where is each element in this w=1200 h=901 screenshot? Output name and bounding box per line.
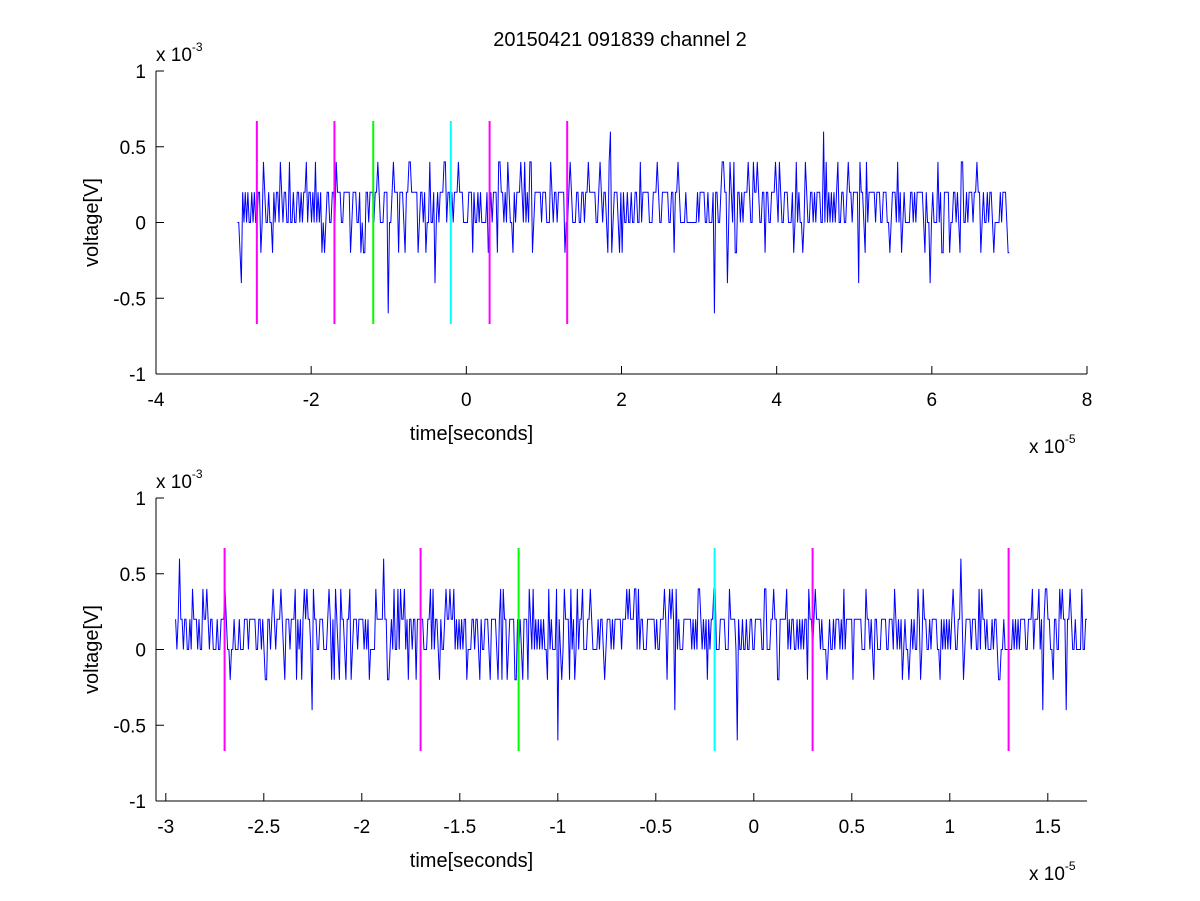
y-tick-label: 0.5 (120, 138, 146, 159)
x-tick-label: 0 (461, 390, 472, 411)
y-axis-label: voltage[V] (81, 605, 103, 694)
plots-container: -4 -2 0 2 4 6 8 -1 -0.5 0 0.5 1 time[seconds] voltage… (81, 40, 1092, 885)
y-tick-label: 0.5 (120, 565, 146, 586)
x-tick-label: 6 (927, 390, 938, 411)
x-multiplier-base: x 10 (1029, 437, 1065, 458)
x-tick-label: 1 (945, 817, 956, 838)
x-tick-label: -1 (549, 817, 566, 838)
y-tick-label: -0.5 (113, 289, 146, 310)
figure-title: 20150421 091839 channel 2 (493, 29, 747, 51)
x-tick-label: -2.5 (247, 817, 280, 838)
x-multiplier: x 10-5 (1029, 432, 1076, 458)
x-axis-label: time[seconds] (410, 423, 533, 445)
x-tick-label: -2 (303, 390, 320, 411)
y-tick-label: -0.5 (113, 716, 146, 737)
x-tick-label: -4 (148, 390, 165, 411)
y-multiplier-base: x 10 (156, 45, 192, 66)
x-tick-label: -1.5 (443, 817, 476, 838)
y-tick-label: 0 (135, 641, 146, 662)
x-tick-label: 4 (771, 390, 782, 411)
subplot-2: -3 -2.5 -2 -1.5 -1 -0.5 0 0.5 1 1.5 -1 -0.5 0 0.5 1 tim… (81, 467, 1087, 885)
x-tick-label: -3 (157, 817, 174, 838)
x-multiplier-exponent: -5 (1065, 432, 1076, 446)
x-tick-label: 0.5 (839, 817, 865, 838)
x-tick-label: 1.5 (1035, 817, 1061, 838)
signal-series-1 (175, 558, 1087, 741)
x-tick-label: 8 (1082, 390, 1093, 411)
x-axis-label: time[seconds] (410, 850, 533, 872)
y-multiplier: x 10-3 (156, 467, 203, 493)
signal-series-1 (237, 131, 1010, 314)
y-tick-label: 1 (135, 62, 146, 83)
x-multiplier-exponent: -5 (1065, 859, 1076, 873)
x-tick-label: 2 (616, 390, 627, 411)
y-multiplier-exponent: -3 (192, 40, 203, 54)
x-tick-label: 0 (749, 817, 760, 838)
x-multiplier: x 10-5 (1029, 859, 1076, 885)
y-multiplier-base: x 10 (156, 472, 192, 493)
y-tick-label: -1 (129, 365, 146, 386)
y-tick-label: 0 (135, 214, 146, 235)
x-multiplier-base: x 10 (1029, 864, 1065, 885)
y-tick-label: 1 (135, 489, 146, 510)
y-axis-label: voltage[V] (81, 178, 103, 267)
y-multiplier-exponent: -3 (192, 467, 203, 481)
subplot-1: -4 -2 0 2 4 6 8 -1 -0.5 0 0.5 1 time[seconds] voltage… (81, 40, 1092, 458)
x-tick-label: -2 (353, 817, 370, 838)
y-multiplier: x 10-3 (156, 40, 203, 66)
y-tick-label: -1 (129, 792, 146, 813)
x-tick-label: -0.5 (639, 817, 672, 838)
